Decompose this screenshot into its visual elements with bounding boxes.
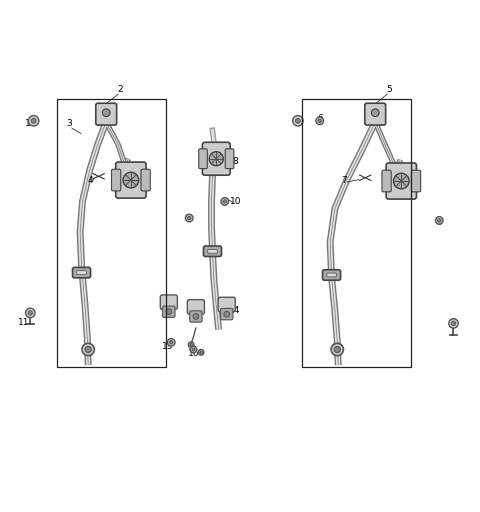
Text: 10: 10 xyxy=(229,197,241,206)
FancyBboxPatch shape xyxy=(187,300,204,314)
Text: 14: 14 xyxy=(228,306,240,315)
Circle shape xyxy=(449,318,458,328)
FancyBboxPatch shape xyxy=(411,170,420,192)
Circle shape xyxy=(293,116,303,126)
Circle shape xyxy=(188,217,191,220)
FancyBboxPatch shape xyxy=(386,163,417,199)
Circle shape xyxy=(198,350,204,355)
FancyBboxPatch shape xyxy=(323,270,341,280)
Circle shape xyxy=(123,172,139,188)
FancyBboxPatch shape xyxy=(199,149,207,168)
FancyBboxPatch shape xyxy=(365,103,385,125)
Text: 13: 13 xyxy=(188,311,200,320)
Circle shape xyxy=(200,351,203,354)
Circle shape xyxy=(28,116,39,126)
FancyBboxPatch shape xyxy=(190,311,202,322)
Circle shape xyxy=(334,347,340,353)
Text: 7: 7 xyxy=(341,176,347,185)
FancyBboxPatch shape xyxy=(220,308,233,320)
Circle shape xyxy=(438,219,441,222)
Circle shape xyxy=(192,348,195,351)
Circle shape xyxy=(394,173,409,189)
Circle shape xyxy=(25,308,35,317)
FancyBboxPatch shape xyxy=(225,149,234,168)
Bar xyxy=(57,99,167,368)
Text: 6: 6 xyxy=(318,114,324,123)
Circle shape xyxy=(85,347,91,353)
FancyBboxPatch shape xyxy=(327,273,336,277)
Circle shape xyxy=(221,198,228,205)
Circle shape xyxy=(209,152,223,166)
Text: 1: 1 xyxy=(24,119,30,127)
Text: 9: 9 xyxy=(184,214,190,223)
Circle shape xyxy=(190,344,192,346)
Text: 8: 8 xyxy=(232,157,238,165)
FancyBboxPatch shape xyxy=(96,103,117,125)
Text: 5: 5 xyxy=(386,86,392,94)
FancyBboxPatch shape xyxy=(160,295,178,309)
Text: 3: 3 xyxy=(66,119,72,127)
Circle shape xyxy=(190,346,197,353)
Text: 9: 9 xyxy=(436,218,442,227)
Circle shape xyxy=(31,118,36,123)
FancyBboxPatch shape xyxy=(77,271,86,274)
Text: 1: 1 xyxy=(294,119,300,127)
Circle shape xyxy=(318,119,322,122)
Text: 16: 16 xyxy=(188,349,200,358)
Text: 4: 4 xyxy=(88,176,94,185)
Text: 11: 11 xyxy=(448,321,459,329)
FancyBboxPatch shape xyxy=(204,246,221,257)
Circle shape xyxy=(82,344,95,356)
Circle shape xyxy=(435,217,443,224)
Circle shape xyxy=(331,344,343,356)
Text: 12: 12 xyxy=(161,299,172,308)
Circle shape xyxy=(316,117,324,124)
FancyBboxPatch shape xyxy=(203,142,230,175)
FancyBboxPatch shape xyxy=(72,267,91,278)
Circle shape xyxy=(185,214,193,222)
Circle shape xyxy=(169,340,173,344)
Text: 11: 11 xyxy=(18,318,30,327)
Circle shape xyxy=(193,314,199,319)
Circle shape xyxy=(451,321,456,326)
FancyBboxPatch shape xyxy=(116,162,146,198)
FancyBboxPatch shape xyxy=(382,170,391,192)
Circle shape xyxy=(296,118,300,123)
Circle shape xyxy=(28,311,33,315)
Circle shape xyxy=(223,200,227,203)
Text: 2: 2 xyxy=(118,86,123,94)
FancyBboxPatch shape xyxy=(141,169,150,191)
Bar xyxy=(301,99,411,368)
Circle shape xyxy=(188,342,194,348)
Circle shape xyxy=(166,309,172,314)
FancyBboxPatch shape xyxy=(218,297,235,312)
FancyBboxPatch shape xyxy=(163,306,175,317)
Circle shape xyxy=(224,311,229,317)
FancyBboxPatch shape xyxy=(111,169,121,191)
Circle shape xyxy=(168,338,175,346)
Circle shape xyxy=(102,109,110,117)
Circle shape xyxy=(372,109,379,117)
FancyBboxPatch shape xyxy=(208,249,217,253)
Text: 15: 15 xyxy=(162,342,174,351)
